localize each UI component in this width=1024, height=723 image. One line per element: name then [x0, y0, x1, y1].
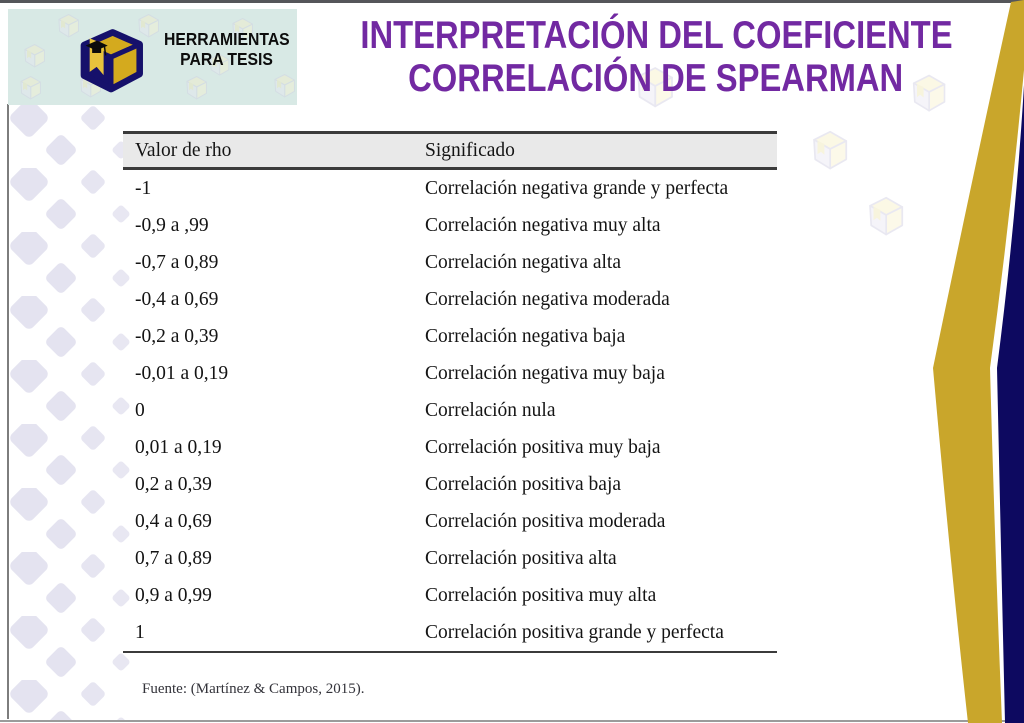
table-row: -0,9 a ,99 Correlación negativa muy alta	[123, 207, 777, 244]
rho-value-cell: -0,4 a 0,69	[135, 288, 219, 310]
rho-value-cell: -0,7 a 0,89	[135, 251, 219, 273]
logo-cube-icon	[80, 29, 143, 93]
significado-cell: Correlación negativa muy baja	[425, 362, 665, 384]
table-row: 0,7 a 0,89 Correlación positiva alta	[123, 540, 777, 577]
rho-value-cell: -0,2 a 0,39	[135, 325, 219, 347]
significado-cell: Correlación positiva moderada	[425, 510, 666, 532]
table-row: 0,9 a 0,99 Correlación positiva muy alta	[123, 577, 777, 614]
rho-value-cell: 0,2 a 0,39	[135, 473, 212, 495]
significado-cell: Correlación negativa muy alta	[425, 214, 661, 236]
correlation-table: Valor de rho Significado -1 Correlación …	[123, 131, 777, 653]
slide-top-border	[0, 0, 1024, 3]
rho-value-cell: 1	[135, 621, 145, 643]
table-row: -0,2 a 0,39 Correlación negativa baja	[123, 318, 777, 355]
rho-value-cell: 0,9 a 0,99	[135, 584, 212, 606]
brand-line1: HERRAMIENTAS	[164, 29, 290, 49]
page-title: INTERPRETACIÓN DEL COEFICIENTE CORRELACI…	[300, 14, 1012, 100]
significado-cell: Correlación negativa baja	[425, 325, 626, 347]
table-row: 0,4 a 0,69 Correlación positiva moderada	[123, 503, 777, 540]
diamond-pattern	[9, 104, 137, 720]
table-row: 1 Correlación positiva grande y perfecta	[123, 614, 777, 651]
rho-value-cell: -1	[135, 177, 152, 199]
rho-value-cell: -0,01 a 0,19	[135, 362, 229, 384]
rho-value-cell: 0	[135, 399, 145, 421]
logo-band: HERRAMIENTAS PARA TESIS	[8, 9, 297, 105]
brand-text: HERRAMIENTAS PARA TESIS	[156, 29, 298, 69]
significado-cell: Correlación positiva muy baja	[425, 436, 661, 458]
source-note: Fuente: (Martínez & Campos, 2015).	[142, 681, 365, 697]
right-accent-shapes	[933, 0, 1024, 723]
gold-ribbon-shape	[933, 0, 1024, 723]
table-header: Valor de rho Significado	[123, 134, 777, 170]
table-row: -0,01 a 0,19 Correlación negativa muy ba…	[123, 355, 777, 392]
significado-cell: Correlación negativa alta	[425, 251, 621, 273]
slide-bottom-border	[0, 720, 1024, 722]
table-row: 0,2 a 0,39 Correlación positiva baja	[123, 466, 777, 503]
significado-cell: Correlación nula	[425, 399, 556, 421]
watermark-cube-icon	[20, 75, 42, 100]
significado-cell: Correlación negativa moderada	[425, 288, 670, 310]
header-significado: Significado	[425, 139, 515, 161]
table-row: 0 Correlación nula	[123, 392, 777, 429]
brand-line2: PARA TESIS	[180, 48, 274, 69]
navy-ribbon-shape	[997, 85, 1024, 723]
significado-cell: Correlación positiva alta	[425, 547, 617, 569]
watermark-cube-icon	[186, 75, 208, 100]
table-row: -1 Correlación negativa grande y perfect…	[123, 170, 777, 207]
left-edge-line	[7, 104, 9, 719]
rho-value-cell: 0,7 a 0,89	[135, 547, 212, 569]
rho-value-cell: 0,01 a 0,19	[135, 436, 222, 458]
significado-cell: Correlación positiva grande y perfecta	[425, 621, 724, 643]
watermark-cube-icon	[24, 43, 46, 68]
watermark-cube-icon	[274, 73, 296, 98]
rho-value-cell: 0,4 a 0,69	[135, 510, 212, 532]
title-line1: INTERPRETACIÓN DEL COEFICIENTE	[359, 14, 953, 57]
table-row: -0,4 a 0,69 Correlación negativa moderad…	[123, 281, 777, 318]
table-row: -0,7 a 0,89 Correlación negativa alta	[123, 244, 777, 281]
significado-cell: Correlación positiva muy alta	[425, 584, 657, 606]
table-row: 0,01 a 0,19 Correlación positiva muy baj…	[123, 429, 777, 466]
rows-container: -1 Correlación negativa grande y perfect…	[123, 170, 777, 653]
rho-value-cell: -0,9 a ,99	[135, 214, 209, 236]
significado-cell: Correlación positiva baja	[425, 473, 622, 495]
significado-cell: Correlación negativa grande y perfecta	[425, 177, 729, 199]
header-valor-de-rho: Valor de rho	[135, 139, 232, 161]
watermark-cube-icon	[813, 130, 848, 170]
title-line2: CORRELACIÓN DE SPEARMAN	[408, 57, 904, 100]
